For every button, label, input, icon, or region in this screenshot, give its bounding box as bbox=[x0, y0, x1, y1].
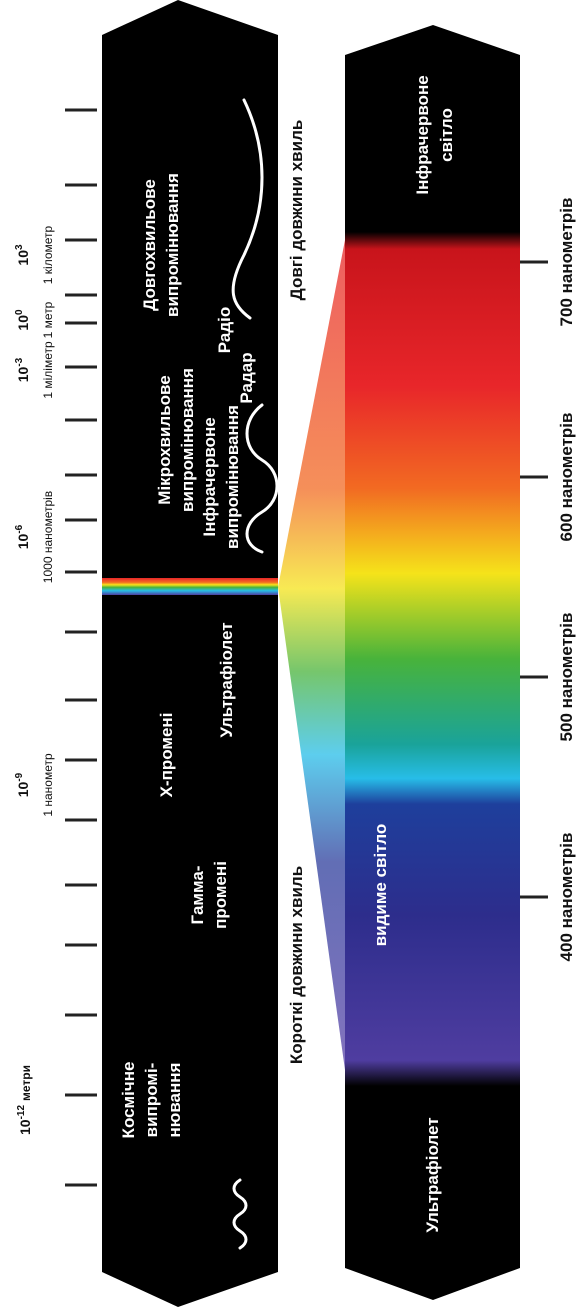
scale-exp-3: 103 bbox=[14, 244, 31, 266]
scale-exp-0: 100 bbox=[14, 309, 31, 331]
infrared-wave-icon bbox=[245, 403, 279, 554]
scale-unit-km: 1 кілометр bbox=[41, 225, 55, 284]
label-infrared: Інфрачервоне bbox=[200, 417, 219, 536]
scale-exp-minus6: 10-6 bbox=[14, 524, 31, 549]
cosmic-wave-icon bbox=[232, 1178, 248, 1250]
scale-ticks bbox=[65, 108, 97, 1187]
scale-exp-minus3: 10-3 bbox=[14, 357, 31, 382]
label-gamma-2: промені bbox=[211, 861, 230, 929]
spectrum-fan bbox=[278, 240, 345, 1070]
label-infrared-light: Інфрачервоне bbox=[413, 75, 432, 194]
visible-spectrum-gradient bbox=[345, 232, 520, 1086]
scale-unit-nm: 1 нанометр bbox=[41, 753, 55, 817]
scale-unit-mm: 1 міліметр bbox=[41, 341, 55, 399]
label-infrared-light-2: світло bbox=[437, 108, 456, 162]
label-radar: Радар bbox=[237, 352, 256, 403]
nm-label-400: 400 нанометрів bbox=[557, 833, 576, 962]
label-xray: Х-промені bbox=[157, 713, 176, 798]
label-infrared-2: випромінювання bbox=[223, 405, 242, 549]
nm-label-700: 700 нанометрів bbox=[557, 198, 576, 327]
label-long-wave: Довгохвильове bbox=[140, 179, 159, 311]
label-microwave: Мікрохвильове bbox=[155, 375, 174, 504]
label-visible-light: видиме світло bbox=[371, 824, 390, 947]
label-long-wave-2: випромінювання bbox=[163, 173, 182, 317]
label-cosmic: Космічне bbox=[119, 1062, 138, 1139]
label-ultraviolet-right: Ультрафіолет bbox=[423, 1117, 442, 1232]
nm-label-600: 600 нанометрів bbox=[557, 413, 576, 542]
label-radio: Радіо bbox=[215, 307, 234, 353]
left-spectrum-band bbox=[102, 0, 278, 1307]
nm-label-500: 500 нанометрів bbox=[557, 613, 576, 742]
label-cosmic-3: нювання bbox=[165, 1063, 184, 1138]
scale-unit-1000nm: 1000 нанометрів bbox=[41, 491, 55, 583]
label-microwave-2: випромінювання bbox=[178, 368, 197, 512]
label-ultraviolet: Ультрафіолет bbox=[217, 622, 236, 737]
label-long-wavelengths: Довгі довжини хвиль bbox=[287, 120, 306, 301]
label-short-wavelengths: Короткі довжини хвиль bbox=[287, 866, 306, 1064]
scale-exp-minus12: 10-12метри bbox=[16, 1065, 33, 1135]
scale-exp-minus9: 10-9 bbox=[14, 772, 31, 797]
label-gamma: Гамма- bbox=[188, 866, 207, 925]
nm-ticks bbox=[520, 260, 548, 899]
long-wave-icon bbox=[231, 98, 264, 320]
visible-strip bbox=[102, 578, 278, 595]
label-cosmic-2: випромі- bbox=[142, 1063, 161, 1138]
scale-unit-m: 1 метр bbox=[41, 301, 55, 338]
